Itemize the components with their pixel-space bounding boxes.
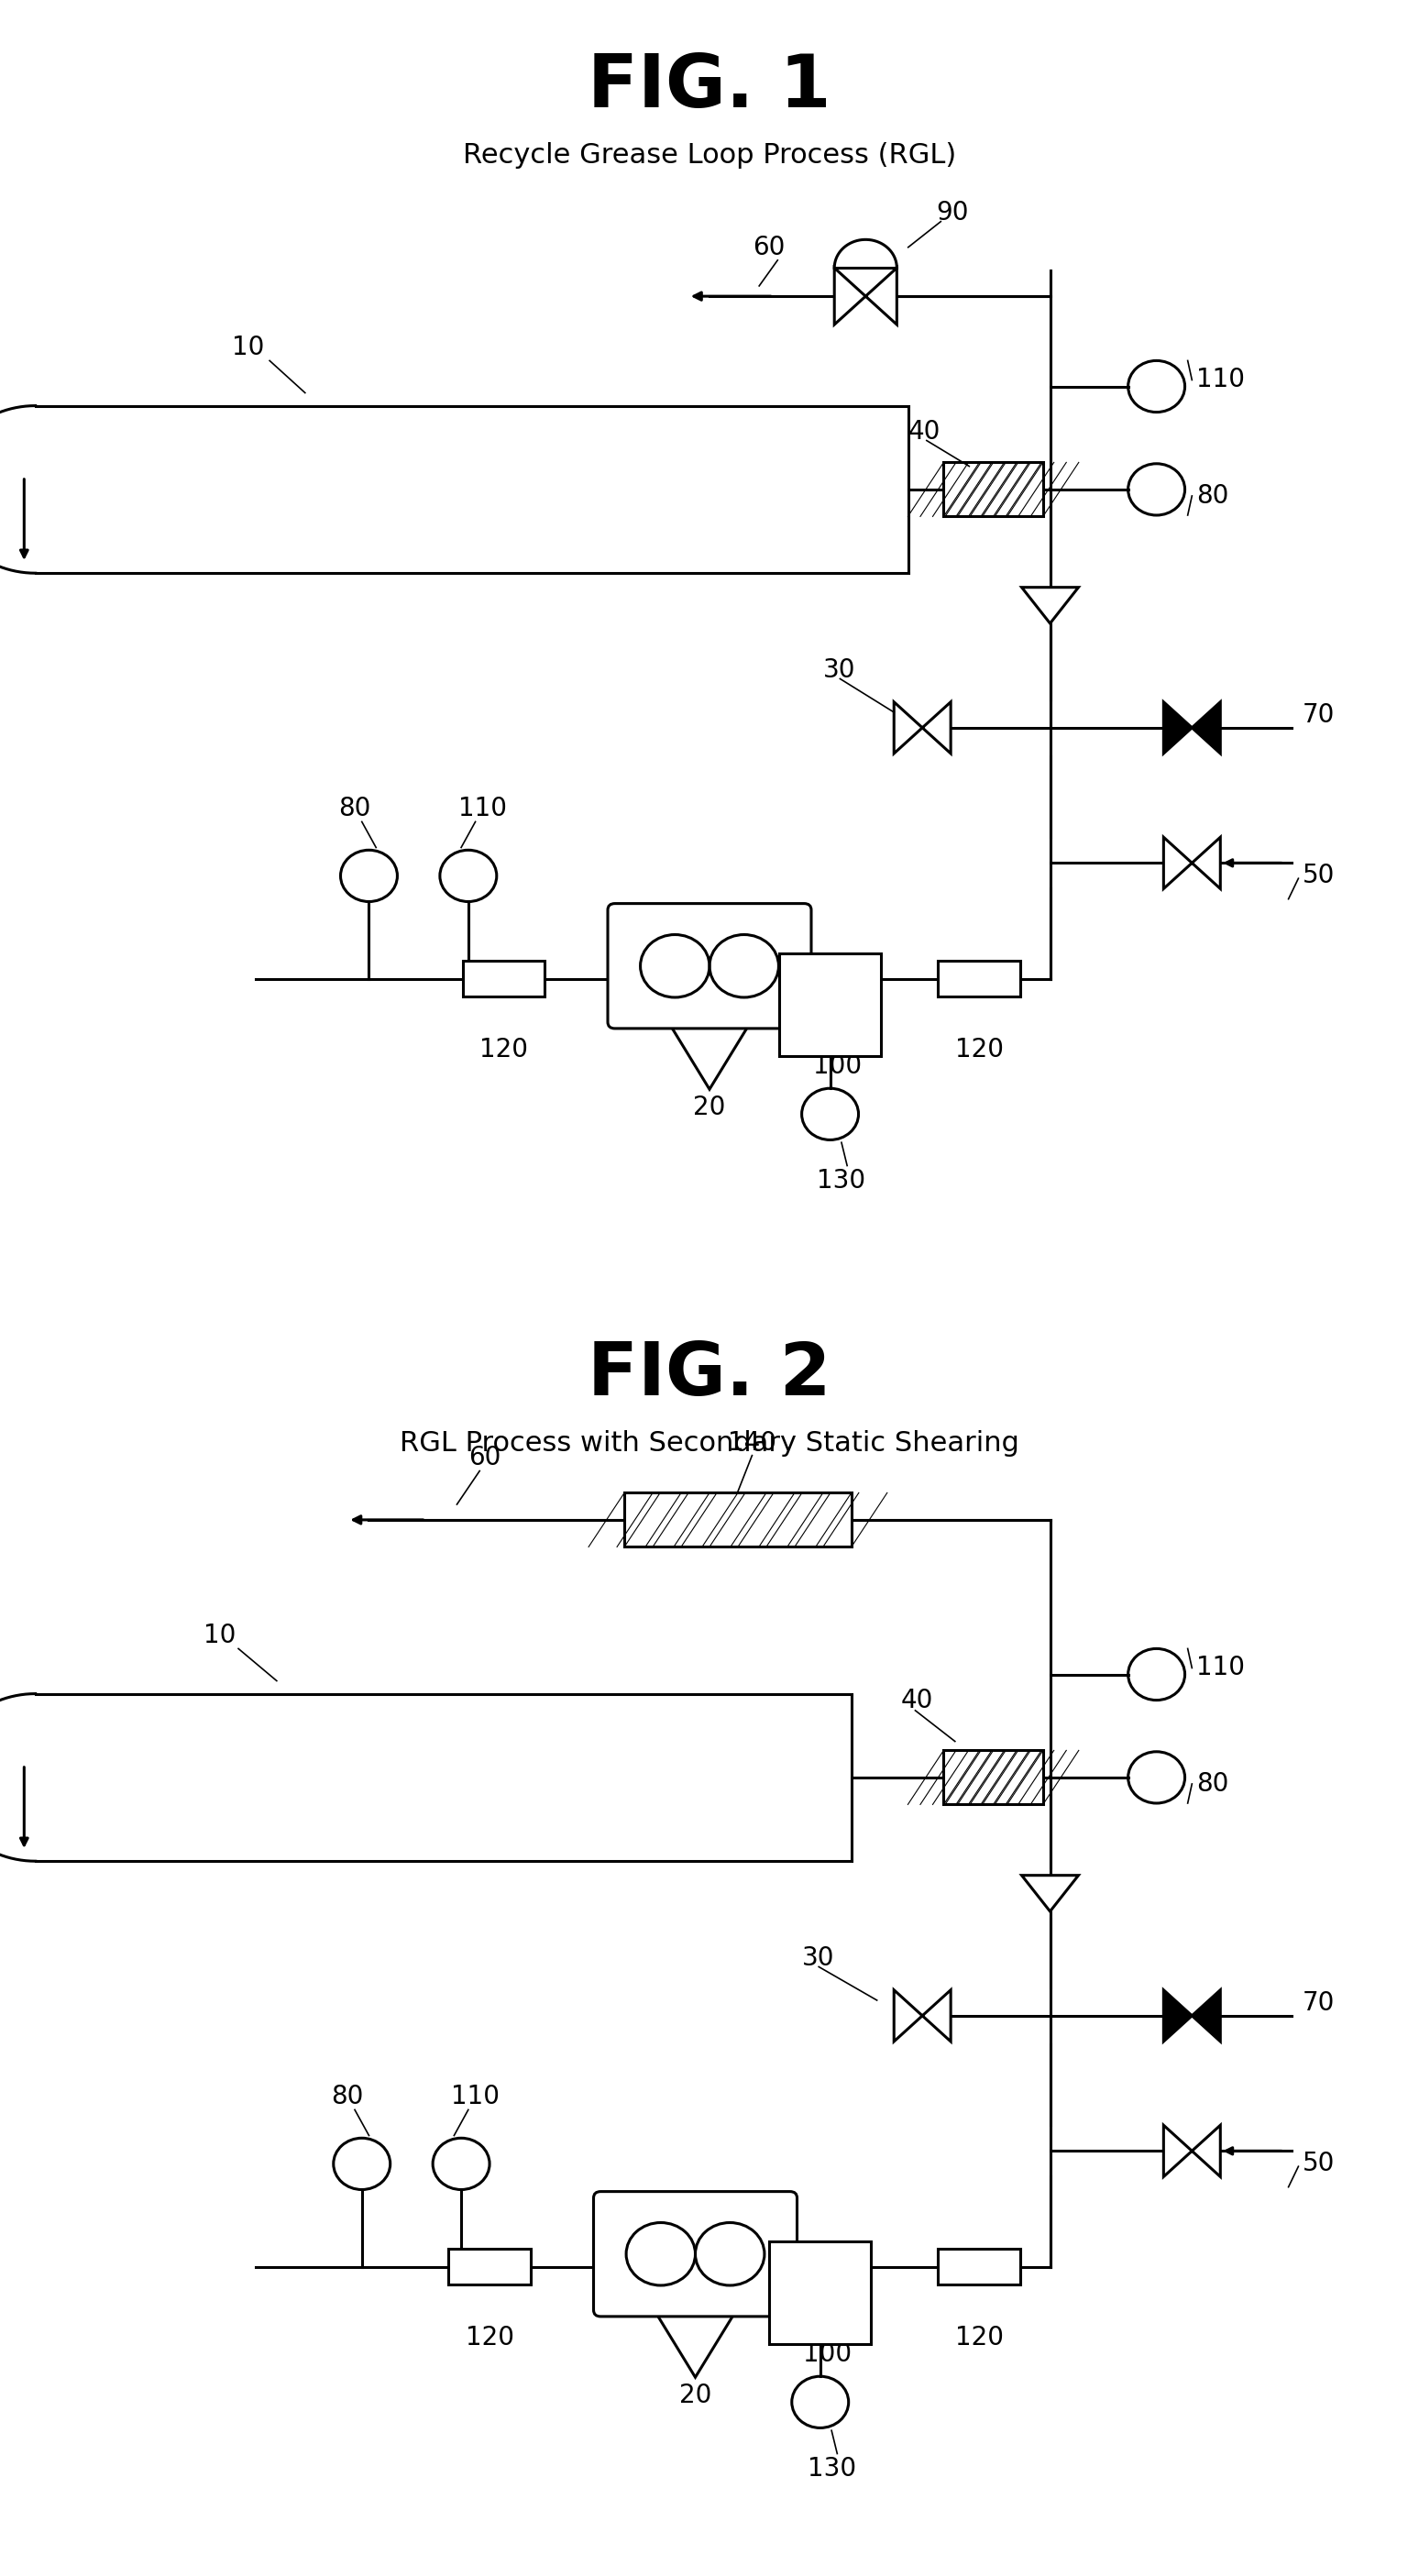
Bar: [624, 1492, 851, 1546]
Polygon shape: [1022, 587, 1078, 623]
Bar: [779, 953, 881, 1056]
Text: Recycle Grease Loop Process (RGL): Recycle Grease Loop Process (RGL): [463, 142, 956, 167]
Polygon shape: [1164, 837, 1220, 889]
Text: 120: 120: [955, 1038, 1003, 1061]
Text: 40: 40: [901, 1687, 934, 1713]
Text: 140: 140: [728, 1430, 776, 1455]
Text: 70: 70: [1303, 1991, 1335, 2014]
Text: 130: 130: [807, 2458, 856, 2481]
Text: 120: 120: [465, 2326, 514, 2349]
Polygon shape: [1022, 1875, 1078, 1911]
Text: 20: 20: [680, 2383, 711, 2409]
Text: 80: 80: [1196, 484, 1229, 507]
Polygon shape: [654, 2311, 736, 2378]
Text: 30: 30: [802, 1945, 834, 1971]
Bar: [938, 961, 1020, 997]
Text: 80: 80: [339, 796, 370, 822]
Text: 110: 110: [451, 2084, 499, 2110]
Text: 40: 40: [908, 420, 941, 443]
FancyBboxPatch shape: [607, 904, 812, 1028]
Bar: [938, 2249, 1020, 2285]
Text: RGL Process with Secondary Static Shearing: RGL Process with Secondary Static Sheari…: [400, 1430, 1019, 1455]
Text: 60: 60: [753, 234, 785, 260]
Text: 10: 10: [233, 335, 264, 361]
Bar: [463, 961, 545, 997]
Polygon shape: [834, 268, 897, 325]
Polygon shape: [894, 1989, 951, 2040]
Bar: [944, 461, 1043, 515]
Text: 50: 50: [1303, 2151, 1335, 2177]
Text: 20: 20: [694, 1095, 725, 1121]
Polygon shape: [1164, 2125, 1220, 2177]
Text: 60: 60: [468, 1445, 501, 1471]
Text: 70: 70: [1303, 703, 1335, 726]
Text: 120: 120: [955, 2326, 1003, 2349]
Bar: [448, 2249, 531, 2285]
Text: 120: 120: [480, 1038, 528, 1061]
Text: 100: 100: [803, 2342, 851, 2367]
Text: 110: 110: [458, 796, 507, 822]
Polygon shape: [1164, 1989, 1220, 2040]
Polygon shape: [668, 1023, 751, 1090]
Text: 110: 110: [1196, 1656, 1244, 1680]
Polygon shape: [894, 701, 951, 752]
Text: 100: 100: [813, 1054, 861, 1079]
Text: 30: 30: [823, 657, 856, 683]
FancyBboxPatch shape: [593, 2192, 797, 2316]
Text: 90: 90: [937, 201, 969, 224]
Bar: [944, 1752, 1043, 1803]
Polygon shape: [1164, 701, 1220, 752]
Bar: [769, 2241, 871, 2344]
Text: 130: 130: [817, 1170, 866, 1193]
Text: FIG. 1: FIG. 1: [587, 52, 832, 124]
Text: 80: 80: [332, 2084, 363, 2110]
Text: 80: 80: [1196, 1772, 1229, 1795]
Text: 50: 50: [1303, 863, 1335, 889]
Text: 10: 10: [204, 1623, 236, 1649]
Text: 110: 110: [1196, 368, 1244, 392]
Text: FIG. 2: FIG. 2: [587, 1340, 832, 1412]
